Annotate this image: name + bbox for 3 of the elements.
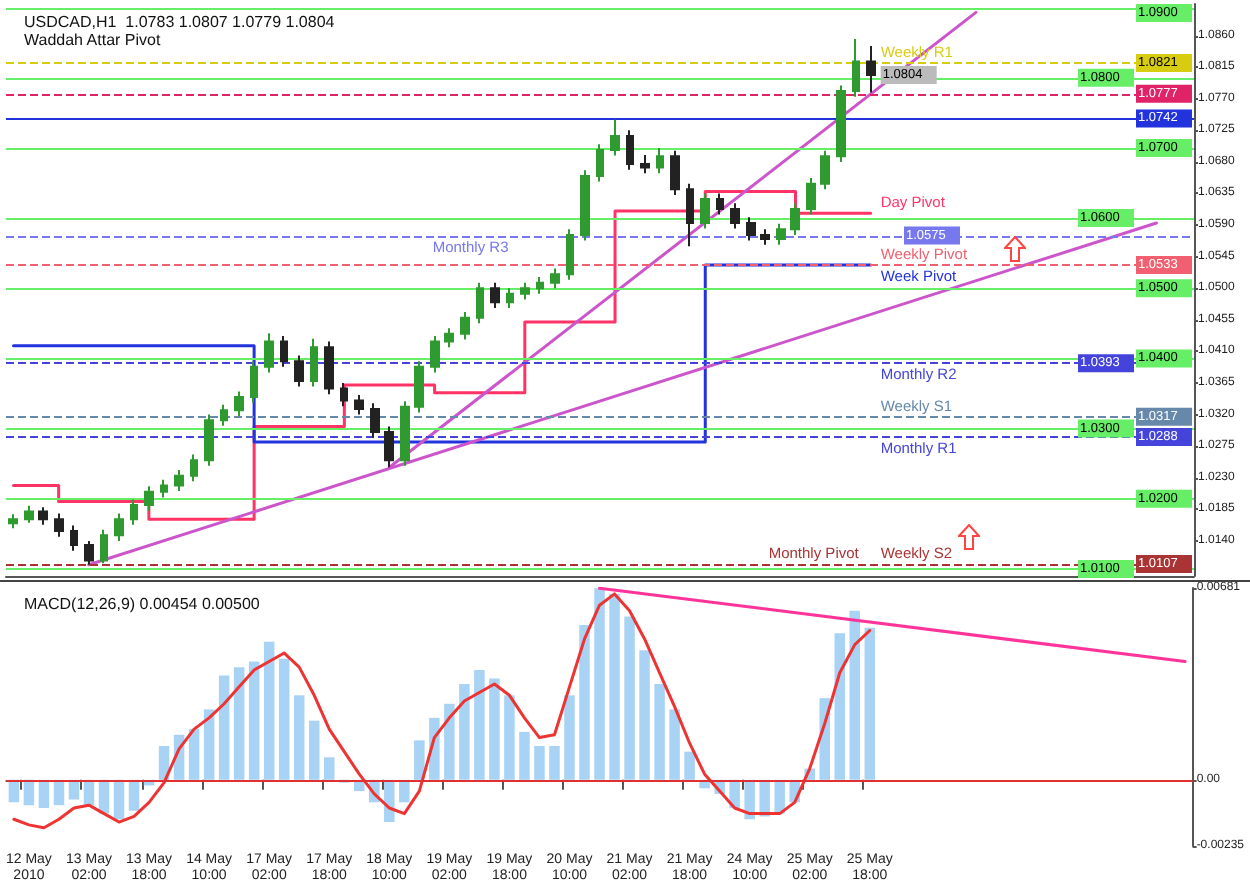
text: USDCAD,H1 1.0783 1.0807 1.0779 1.0804 — [24, 13, 336, 31]
text: Waddah Attar Pivot — [24, 31, 162, 49]
chart-title: MACD(12,26,9) 0.00454 0.00500 — [24, 595, 261, 613]
